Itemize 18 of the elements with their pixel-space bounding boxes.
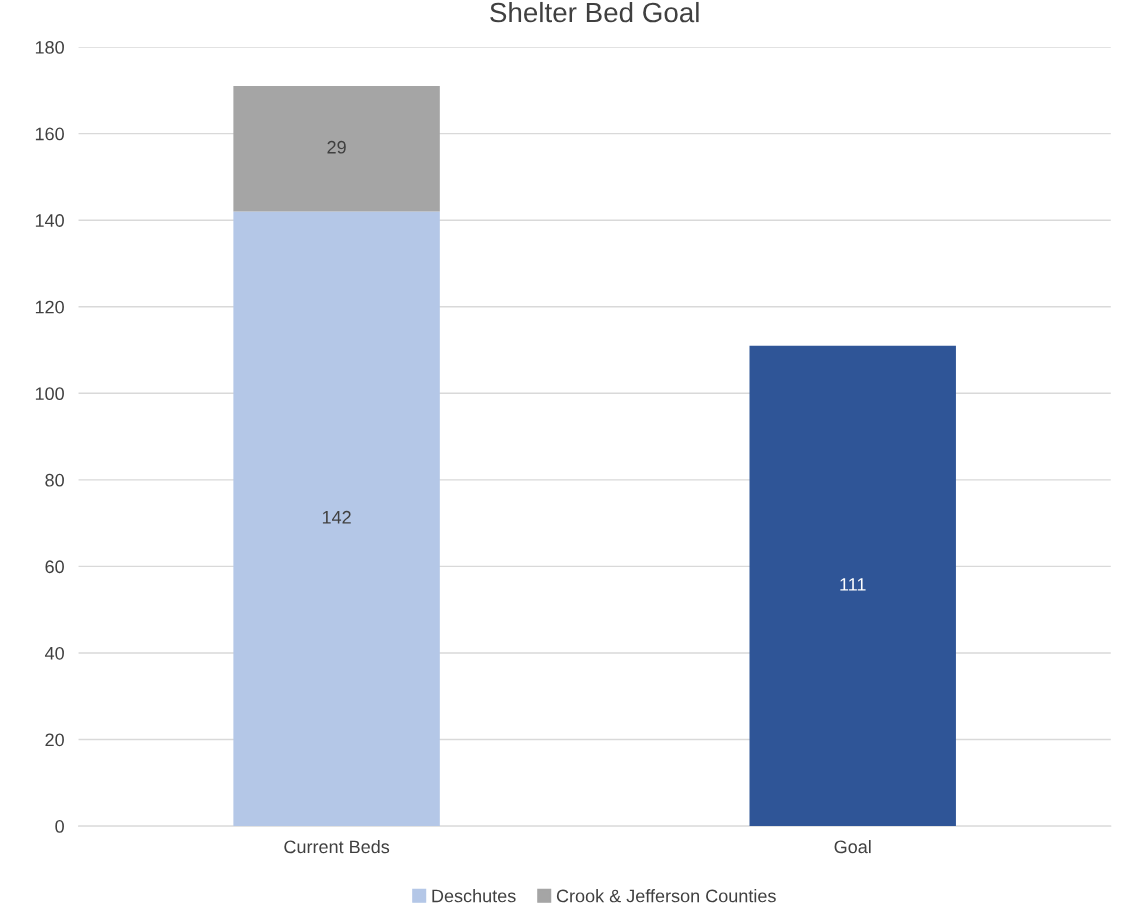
x-tick-label: Current Beds bbox=[284, 839, 390, 854]
y-tick-label: 0 bbox=[55, 820, 64, 833]
data-label: 111 bbox=[840, 578, 866, 591]
y-tick-label: 60 bbox=[45, 560, 64, 574]
legend-label: Deschutes bbox=[432, 889, 516, 903]
y-tick-label: 140 bbox=[35, 214, 64, 227]
data-label: 142 bbox=[322, 510, 351, 524]
y-tick-label: 80 bbox=[45, 473, 64, 487]
y-tick-label: 20 bbox=[45, 733, 64, 747]
legend-label: Crook & Jefferson Counties bbox=[556, 889, 776, 903]
y-tick-label: 40 bbox=[44, 646, 64, 660]
y-tick-label: 160 bbox=[35, 127, 64, 141]
data-label: 29 bbox=[327, 140, 346, 154]
x-tick-label: Goal bbox=[834, 839, 871, 854]
y-tick-label: 120 bbox=[35, 300, 64, 314]
y-tick-label: 100 bbox=[35, 387, 64, 401]
chart-title: Shelter Bed Goal bbox=[490, 1, 699, 23]
y-tick-label: 180 bbox=[35, 41, 64, 54]
